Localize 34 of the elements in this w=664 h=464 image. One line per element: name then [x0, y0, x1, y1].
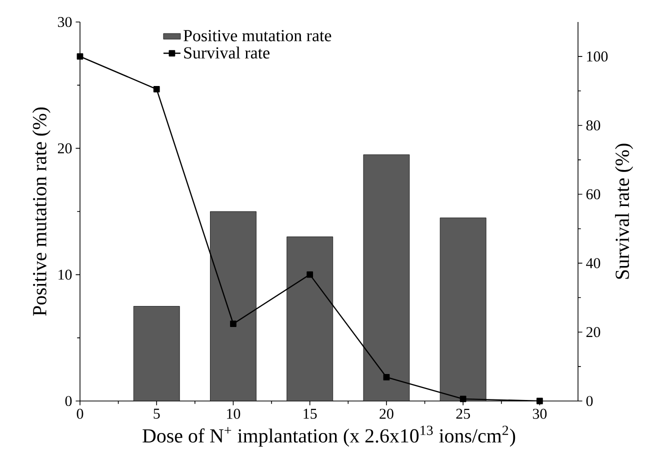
point [383, 374, 390, 380]
y-tick-label: 20 [58, 143, 72, 154]
y2-tick-label: 100 [587, 51, 608, 62]
point [76, 53, 84, 60]
bar [210, 211, 256, 401]
y-tick-label: 0 [65, 396, 72, 406]
x-tick-label: 25 [456, 408, 470, 419]
y2-tick-label: 20 [586, 327, 600, 338]
x-tick-label: 0 [76, 408, 84, 419]
y2-tick-label: 40 [586, 258, 600, 268]
point [536, 398, 543, 404]
bar [133, 306, 180, 401]
x-axis-title: Dose of N$^{+}$ implantation (x 2.6x10$^{13}$ ions/cm$^{2}$) [142, 426, 516, 447]
bar [363, 154, 410, 401]
point [460, 396, 466, 402]
x-tick-label: 20 [380, 408, 394, 419]
legend-label: Survival rate [184, 46, 270, 59]
y2-axis-title: Survival rate (%) [615, 144, 634, 279]
point [153, 86, 160, 92]
legend-label: Positive mutation rate [184, 30, 332, 42]
x-tick-label: 5 [154, 408, 160, 419]
y-axis-title: Positive mutation rate (%) [32, 107, 50, 316]
x-tick-label: 10 [227, 408, 240, 419]
y-tick-label: 10 [58, 270, 72, 280]
x-tick-label: 15 [304, 408, 317, 419]
bar [286, 236, 334, 401]
y2-tick-label: 80 [586, 120, 600, 130]
y-tick-label: 30 [58, 16, 72, 28]
y2-tick-label: 60 [586, 189, 600, 200]
point [230, 320, 236, 328]
x-tick-label: 30 [532, 408, 547, 419]
y2-tick-label: 0 [586, 396, 593, 406]
bar [440, 218, 486, 401]
point [306, 271, 314, 278]
